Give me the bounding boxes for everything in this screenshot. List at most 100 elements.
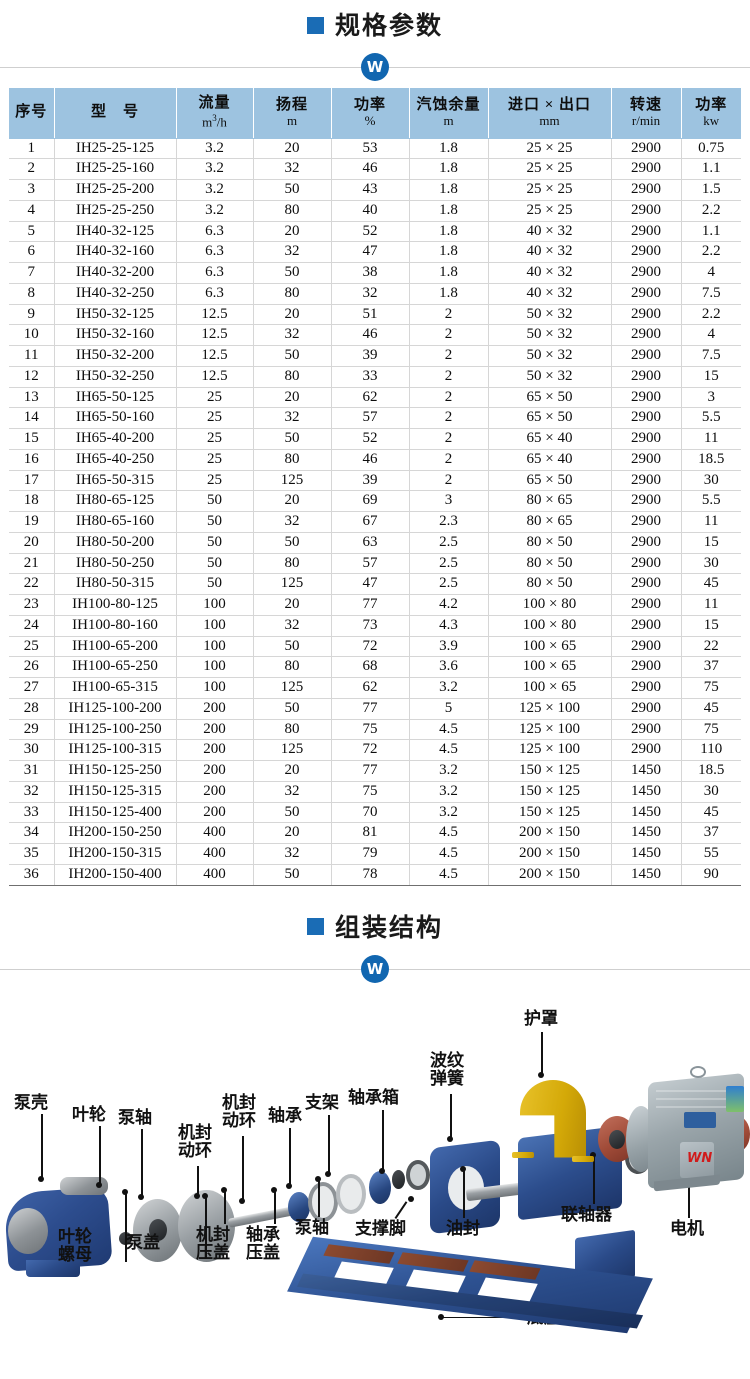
cell-speed: 2900 <box>611 179 682 201</box>
table-row: 23 IH100-80-125 100 20 77 4.2 100 × 80 2900 11 <box>9 594 741 616</box>
cell-model: IH25-25-200 <box>54 179 177 201</box>
cell-inlet-outlet: 65 × 40 <box>488 449 612 471</box>
table-row: 26 IH100-65-250 100 80 68 3.6 100 × 65 2900 37 <box>9 656 741 678</box>
cell-inlet-outlet: 40 × 32 <box>488 241 612 263</box>
part-impeller-hub <box>149 1218 167 1241</box>
cell-power: 1.1 <box>681 158 741 180</box>
part-bearing-low <box>406 1159 430 1190</box>
cell-power: 110 <box>681 739 741 761</box>
cell-speed: 2900 <box>611 221 682 243</box>
label-motor: 电机 <box>670 1218 704 1239</box>
cell-efficiency: 46 <box>331 449 410 471</box>
cell-model: IH65-50-125 <box>54 387 177 409</box>
spec-table-body: 1 IH25-25-125 3.2 20 53 1.8 25 × 25 2900 0.75 2 IH… <box>9 137 741 886</box>
cell-model: IH125-100-250 <box>54 719 177 741</box>
cell-inlet-outlet: 100 × 80 <box>488 594 612 616</box>
cell-index: 29 <box>9 719 55 741</box>
cell-flow: 25 <box>176 470 254 492</box>
cell-flow: 6.3 <box>176 221 254 243</box>
table-row: 31 IH150-125-250 200 20 77 3.2 150 × 125 1450 18… <box>9 760 741 782</box>
cell-npsh: 1.8 <box>409 221 489 243</box>
cell-flow: 12.5 <box>176 304 254 326</box>
table-row: 15 IH65-40-200 25 50 52 2 65 × 40 2900 11 <box>9 428 741 450</box>
cell-flow: 3.2 <box>176 179 254 201</box>
cell-flow: 3.2 <box>176 200 254 222</box>
col-header-speed-unit: r/min <box>631 112 661 128</box>
cell-power: 37 <box>681 822 741 844</box>
cell-speed: 2900 <box>611 241 682 263</box>
cell-inlet-outlet: 125 × 100 <box>488 719 612 741</box>
cell-head: 80 <box>253 553 332 575</box>
cell-head: 50 <box>253 864 332 886</box>
col-header-flow-unit: m3/h <box>202 112 227 130</box>
cell-efficiency: 51 <box>331 304 410 326</box>
cell-model: IH80-65-160 <box>54 511 177 533</box>
cell-inlet-outlet: 50 × 32 <box>488 366 612 388</box>
cell-index: 9 <box>9 304 55 326</box>
cell-efficiency: 33 <box>331 366 410 388</box>
cell-power: 7.5 <box>681 283 741 305</box>
cell-head: 50 <box>253 179 332 201</box>
cell-power: 18.5 <box>681 760 741 782</box>
cell-speed: 2900 <box>611 407 682 429</box>
assembly-title: 组装结构 <box>334 912 443 942</box>
part-casing-foot <box>26 1259 80 1277</box>
cell-flow: 12.5 <box>176 324 254 346</box>
cell-efficiency: 47 <box>331 241 410 263</box>
cell-flow: 3.2 <box>176 137 254 160</box>
cell-model: IH25-25-160 <box>54 158 177 180</box>
cell-index: 13 <box>9 387 55 409</box>
leader-mech-seal-ring-a <box>197 1165 199 1196</box>
leader-motor <box>688 1161 690 1218</box>
cell-speed: 1450 <box>611 802 682 824</box>
cell-inlet-outlet: 65 × 50 <box>488 407 612 429</box>
cell-efficiency: 73 <box>331 615 410 637</box>
cell-flow: 50 <box>176 532 254 554</box>
table-row: 20 IH80-50-200 50 50 63 2.5 80 × 50 2900 15 <box>9 532 741 554</box>
cell-inlet-outlet: 150 × 125 <box>488 781 612 803</box>
table-row: 27 IH100-65-315 100 125 62 3.2 100 × 65 2900 75 <box>9 677 741 699</box>
label-pump-shaft-left: 泵轴 <box>118 1107 152 1128</box>
cell-model: IH150-125-315 <box>54 781 177 803</box>
cell-model: IH125-100-315 <box>54 739 177 761</box>
label-oil-seal: 油封 <box>446 1218 480 1239</box>
cell-flow: 400 <box>176 864 254 886</box>
col-header-flow-main: 流量 <box>198 95 231 112</box>
col-header-inlet-outlet-unit: mm <box>539 112 560 128</box>
page-title: 规格参数 <box>334 11 443 40</box>
cell-efficiency: 46 <box>331 158 410 180</box>
cell-npsh: 4.5 <box>409 843 489 865</box>
label-bearing-box: 轴承箱 <box>348 1087 399 1108</box>
cell-inlet-outlet: 25 × 25 <box>488 137 612 160</box>
cell-power: 15 <box>681 366 741 388</box>
cell-npsh: 2 <box>409 407 489 429</box>
cell-speed: 2900 <box>611 304 682 326</box>
cell-flow: 6.3 <box>176 241 254 263</box>
cell-speed: 2900 <box>611 739 682 761</box>
label-impeller: 叶轮 <box>72 1104 106 1125</box>
table-row: 12 IH50-32-250 12.5 80 33 2 50 × 32 2900 15 <box>9 366 741 388</box>
cell-inlet-outlet: 65 × 50 <box>488 470 612 492</box>
cell-model: IH40-32-125 <box>54 221 177 243</box>
cell-power: 1.1 <box>681 221 741 243</box>
cell-index: 21 <box>9 553 55 575</box>
cell-index: 10 <box>9 324 55 346</box>
cell-index: 23 <box>9 594 55 616</box>
cell-efficiency: 39 <box>331 345 410 367</box>
cell-inlet-outlet: 65 × 50 <box>488 387 612 409</box>
col-header-npsh: 汽蚀余量 m <box>409 88 489 139</box>
dot-mech-seal-ring-b <box>239 1197 245 1204</box>
cell-index: 7 <box>9 262 55 284</box>
cell-index: 2 <box>9 158 55 180</box>
cell-head: 50 <box>253 262 332 284</box>
col-header-index-main: 序号 <box>15 104 48 121</box>
cell-power: 30 <box>681 553 741 575</box>
cell-head: 125 <box>253 677 332 699</box>
leader-coupling <box>593 1155 595 1204</box>
dot-coupling <box>590 1151 596 1158</box>
col-header-power-main: 功率 <box>695 96 728 113</box>
table-row: 22 IH80-50-315 50 125 47 2.5 80 × 50 2900 45 <box>9 573 741 595</box>
cell-power: 2.2 <box>681 241 741 263</box>
cell-index: 17 <box>9 470 55 492</box>
cell-speed: 1450 <box>611 760 682 782</box>
